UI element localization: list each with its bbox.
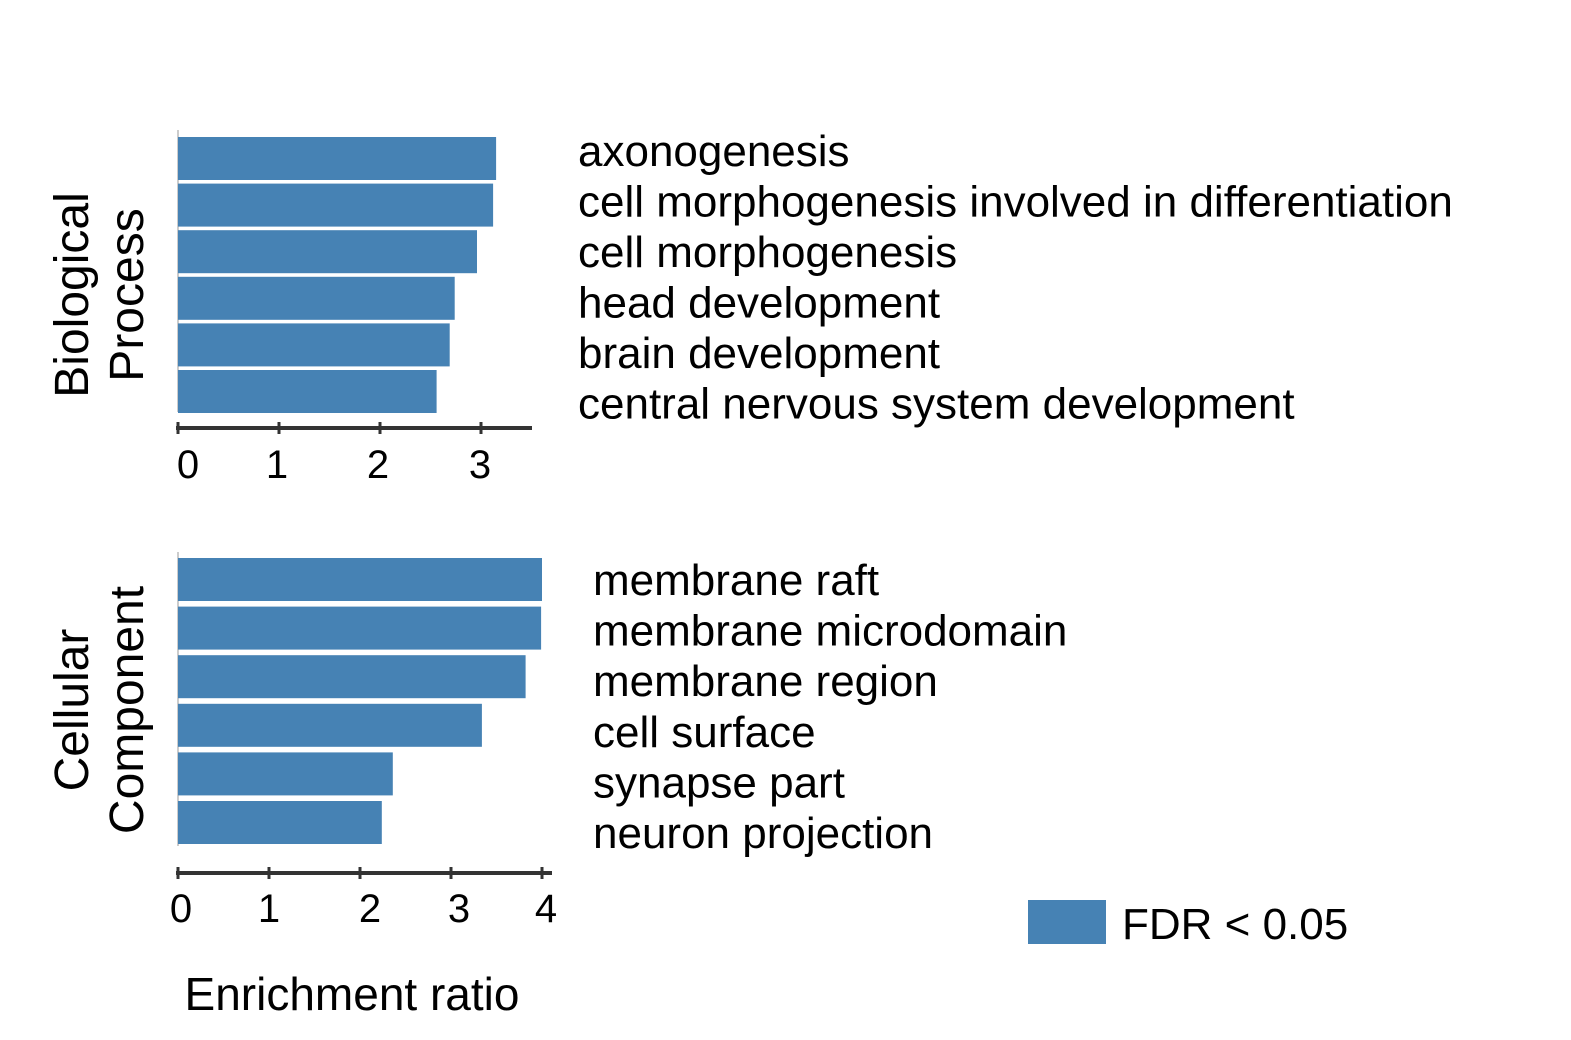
category-label: brain development [578, 329, 940, 378]
category-label: cell morphogenesis involved in different… [578, 178, 1453, 227]
category-label: head development [578, 279, 940, 328]
legend-swatch [1028, 900, 1106, 944]
legend-label: FDR < 0.05 [1122, 900, 1348, 949]
bar [178, 703, 482, 747]
x-tick-label: 0 [177, 443, 199, 487]
x-tick-label: 0 [170, 887, 192, 931]
category-label: cell surface [593, 708, 816, 757]
bar [178, 137, 497, 180]
bar-group [178, 558, 542, 844]
bar [178, 323, 450, 367]
bar [178, 230, 477, 274]
bar-group [178, 137, 497, 413]
x-tick-label: 1 [266, 443, 288, 487]
x-tick-label: 1 [258, 887, 280, 931]
panel-title-line-2: Process [101, 208, 154, 381]
bar [178, 370, 437, 413]
bar [178, 558, 542, 601]
x-tick-label: 2 [367, 443, 389, 487]
x-axis: 0 1 2 3 [176, 422, 532, 487]
x-tick-label: 3 [469, 443, 491, 487]
category-label: membrane region [593, 657, 938, 706]
x-tick-label: 4 [535, 887, 557, 931]
panel-title-line-1: Biological [46, 192, 99, 397]
category-label: central nervous system development [578, 380, 1295, 429]
category-label: synapse part [593, 758, 845, 807]
category-label: neuron projection [593, 809, 933, 858]
panel-cellular-component: Cellular Component membrane raftmembrane… [46, 552, 1067, 931]
panel-title-line-2: Component [101, 586, 154, 834]
panel-title-line-1: Cellular [46, 629, 99, 792]
bar [178, 606, 542, 650]
x-axis-label: Enrichment ratio [185, 968, 520, 1020]
category-label: membrane raft [593, 556, 879, 605]
bar [178, 801, 382, 844]
bar [178, 276, 455, 320]
x-tick-label: 3 [448, 887, 470, 931]
legend: FDR < 0.05 [1028, 900, 1348, 949]
category-label: membrane microdomain [593, 607, 1067, 656]
bar [178, 752, 393, 796]
category-label: axonogenesis [578, 127, 850, 176]
bar [178, 183, 494, 227]
category-label: cell morphogenesis [578, 228, 957, 277]
bar [178, 655, 526, 699]
x-axis: 0 1 2 3 4 [170, 867, 557, 931]
x-tick-label: 2 [359, 887, 381, 931]
